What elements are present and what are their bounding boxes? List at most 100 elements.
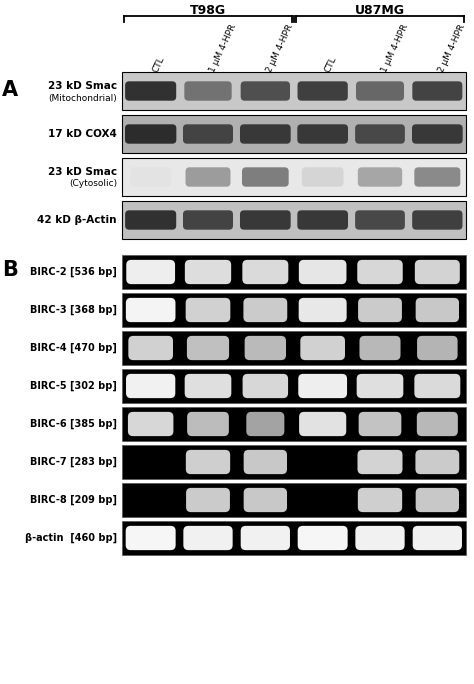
FancyBboxPatch shape — [356, 374, 403, 398]
FancyBboxPatch shape — [244, 298, 287, 322]
Bar — [122, 407, 466, 441]
FancyBboxPatch shape — [125, 210, 176, 230]
Bar — [122, 331, 466, 365]
Text: BIRC-3 [368 bp]: BIRC-3 [368 bp] — [30, 305, 117, 315]
FancyBboxPatch shape — [355, 124, 405, 144]
FancyBboxPatch shape — [298, 526, 347, 550]
FancyBboxPatch shape — [245, 336, 286, 360]
FancyBboxPatch shape — [414, 374, 460, 398]
FancyBboxPatch shape — [412, 210, 463, 230]
Text: 42 kD β-Actin: 42 kD β-Actin — [37, 215, 117, 225]
FancyBboxPatch shape — [240, 210, 291, 230]
FancyBboxPatch shape — [298, 81, 348, 101]
FancyBboxPatch shape — [244, 450, 287, 474]
FancyBboxPatch shape — [126, 298, 175, 322]
FancyBboxPatch shape — [241, 526, 290, 550]
FancyBboxPatch shape — [358, 168, 402, 187]
FancyBboxPatch shape — [298, 374, 347, 398]
FancyBboxPatch shape — [415, 450, 459, 474]
FancyBboxPatch shape — [356, 526, 405, 550]
FancyBboxPatch shape — [297, 124, 348, 144]
FancyBboxPatch shape — [186, 450, 230, 474]
FancyBboxPatch shape — [358, 298, 402, 322]
Text: BIRC-2 [536 bp]: BIRC-2 [536 bp] — [30, 267, 117, 277]
Bar — [122, 201, 466, 239]
FancyBboxPatch shape — [416, 298, 459, 322]
Text: 17 kD COX4: 17 kD COX4 — [48, 129, 117, 139]
FancyBboxPatch shape — [299, 298, 346, 322]
Text: BIRC-4 [470 bp]: BIRC-4 [470 bp] — [30, 343, 117, 353]
Text: U87MG: U87MG — [355, 4, 405, 17]
FancyBboxPatch shape — [126, 526, 176, 550]
FancyBboxPatch shape — [128, 412, 173, 436]
Bar — [122, 521, 466, 555]
FancyBboxPatch shape — [359, 412, 401, 436]
Text: BIRC-7 [283 bp]: BIRC-7 [283 bp] — [30, 457, 117, 467]
FancyBboxPatch shape — [357, 260, 403, 284]
FancyBboxPatch shape — [416, 488, 459, 512]
FancyBboxPatch shape — [415, 260, 460, 284]
FancyBboxPatch shape — [413, 526, 462, 550]
FancyBboxPatch shape — [241, 81, 290, 101]
Text: BIRC-5 [302 bp]: BIRC-5 [302 bp] — [30, 381, 117, 391]
FancyBboxPatch shape — [125, 124, 176, 144]
FancyBboxPatch shape — [355, 210, 405, 230]
FancyBboxPatch shape — [302, 168, 344, 187]
FancyBboxPatch shape — [183, 210, 233, 230]
FancyBboxPatch shape — [184, 81, 232, 101]
FancyBboxPatch shape — [414, 168, 460, 187]
Text: 2 μM 4-HPR: 2 μM 4-HPR — [265, 23, 295, 74]
FancyBboxPatch shape — [185, 168, 230, 187]
Text: 23 kD Smac: 23 kD Smac — [48, 167, 117, 177]
FancyBboxPatch shape — [128, 336, 173, 360]
FancyBboxPatch shape — [357, 450, 402, 474]
FancyBboxPatch shape — [301, 336, 345, 360]
FancyBboxPatch shape — [297, 210, 348, 230]
Text: 1 μM 4-HPR: 1 μM 4-HPR — [208, 23, 238, 74]
Text: β-actin  [460 bp]: β-actin [460 bp] — [25, 533, 117, 543]
Text: 1 μM 4-HPR: 1 μM 4-HPR — [380, 23, 410, 74]
FancyBboxPatch shape — [186, 298, 230, 322]
Text: 23 kD Smac: 23 kD Smac — [48, 81, 117, 91]
Text: 2 μM 4-HPR: 2 μM 4-HPR — [438, 23, 467, 74]
Text: T98G: T98G — [190, 4, 226, 17]
Bar — [122, 158, 466, 196]
Bar — [122, 255, 466, 289]
FancyBboxPatch shape — [242, 168, 289, 187]
Text: (Cytosolic): (Cytosolic) — [69, 179, 117, 189]
Text: CTL: CTL — [323, 55, 338, 74]
FancyBboxPatch shape — [186, 488, 230, 512]
FancyBboxPatch shape — [130, 168, 171, 187]
FancyBboxPatch shape — [126, 260, 175, 284]
FancyBboxPatch shape — [299, 260, 346, 284]
Bar — [122, 445, 466, 479]
Bar — [122, 369, 466, 403]
FancyBboxPatch shape — [356, 81, 404, 101]
Text: A: A — [2, 80, 18, 100]
Text: (Mitochondrial): (Mitochondrial) — [48, 94, 117, 103]
FancyBboxPatch shape — [187, 412, 229, 436]
Bar — [122, 483, 466, 517]
Text: BIRC-8 [209 bp]: BIRC-8 [209 bp] — [30, 495, 117, 505]
Text: CTL: CTL — [151, 55, 166, 74]
FancyBboxPatch shape — [183, 526, 233, 550]
FancyBboxPatch shape — [412, 124, 463, 144]
FancyBboxPatch shape — [187, 336, 229, 360]
Bar — [122, 293, 466, 327]
FancyBboxPatch shape — [126, 374, 175, 398]
FancyBboxPatch shape — [185, 374, 231, 398]
Bar — [122, 72, 466, 110]
FancyBboxPatch shape — [242, 260, 288, 284]
FancyBboxPatch shape — [243, 374, 288, 398]
Bar — [122, 115, 466, 153]
FancyBboxPatch shape — [358, 488, 402, 512]
FancyBboxPatch shape — [244, 488, 287, 512]
FancyBboxPatch shape — [246, 412, 284, 436]
FancyBboxPatch shape — [240, 124, 291, 144]
Text: B: B — [2, 260, 18, 280]
FancyBboxPatch shape — [183, 124, 233, 144]
FancyBboxPatch shape — [417, 336, 457, 360]
FancyBboxPatch shape — [185, 260, 231, 284]
FancyBboxPatch shape — [299, 412, 346, 436]
Text: BIRC-6 [385 bp]: BIRC-6 [385 bp] — [30, 419, 117, 429]
